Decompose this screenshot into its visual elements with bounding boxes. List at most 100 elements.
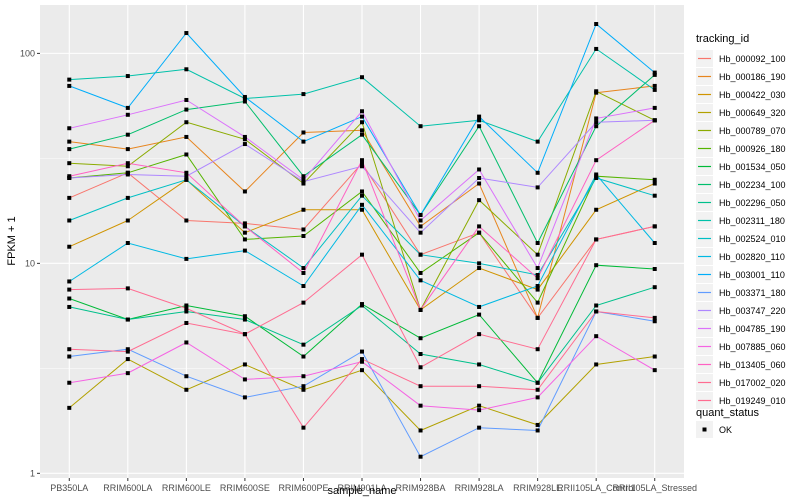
legend-label: Hb_000789_070	[719, 126, 786, 136]
data-point	[67, 347, 72, 352]
data-point	[242, 134, 247, 139]
data-point	[652, 224, 657, 229]
data-point	[301, 266, 306, 271]
data-point	[184, 320, 189, 325]
data-point	[184, 387, 189, 392]
data-point	[535, 276, 540, 281]
data-point	[535, 387, 540, 392]
data-point	[67, 304, 72, 309]
data-point	[535, 428, 540, 433]
x-tick-label: RRIM928LA	[455, 483, 504, 493]
y-tick-label: 10	[25, 258, 35, 268]
data-point	[477, 408, 482, 413]
data-point	[360, 202, 364, 207]
data-point	[652, 368, 657, 373]
data-point	[477, 118, 482, 123]
x-axis: PB350LA RRIM600LA RRIM600LE RRIM600SE RRIM60…	[50, 478, 697, 493]
data-point	[184, 67, 189, 72]
legend-label: Hb_000092_100	[719, 54, 786, 64]
data-point	[535, 315, 540, 320]
data-point	[301, 130, 306, 135]
legend-label: Hb_002820_110	[719, 252, 785, 262]
data-point	[184, 134, 189, 139]
data-point	[67, 380, 72, 385]
legend-label: Hb_000926_180	[719, 144, 786, 154]
x-tick-label: PB350LA	[50, 483, 88, 493]
data-point	[242, 142, 247, 147]
data-point	[535, 284, 540, 289]
data-point	[360, 303, 364, 308]
data-point	[360, 114, 364, 119]
data-point	[594, 22, 599, 27]
data-point	[67, 405, 72, 410]
data-point	[477, 304, 482, 309]
legend-label: Hb_000186_190	[719, 72, 786, 82]
data-point	[594, 116, 599, 121]
data-point	[418, 352, 423, 357]
y-tick-label: 1	[30, 468, 35, 478]
data-point	[125, 74, 130, 79]
data-point	[242, 377, 247, 382]
data-point	[535, 347, 540, 352]
legend-title: tracking_id	[696, 33, 749, 45]
data-point	[652, 193, 657, 198]
data-point	[360, 349, 364, 354]
data-point	[594, 362, 599, 367]
data-point	[125, 241, 130, 246]
data-point	[594, 124, 599, 129]
data-point	[67, 83, 72, 88]
data-point	[594, 207, 599, 212]
data-point	[652, 354, 657, 359]
x-tick-label: RRIM600PE	[278, 483, 328, 493]
data-point	[67, 218, 72, 223]
data-point	[184, 256, 189, 261]
data-point	[477, 384, 482, 389]
data-point	[242, 362, 247, 367]
legend-label: Hb_000649_320	[719, 108, 786, 118]
legend-label: Hb_002311_180	[719, 216, 785, 226]
data-point	[125, 347, 130, 352]
data-point	[477, 175, 482, 180]
legend-label: Hb_002234_100	[719, 180, 786, 190]
data-point	[67, 147, 72, 152]
data-point	[652, 241, 657, 246]
legend: tracking_id Hb_000092_100 Hb_000186_190 Hb…	[696, 33, 786, 438]
data-point	[125, 286, 130, 291]
data-point	[184, 31, 189, 36]
data-point	[594, 263, 599, 268]
data-point	[301, 227, 306, 232]
data-point	[418, 365, 423, 370]
data-point	[242, 137, 247, 142]
x-tick-label: RRIM600LE	[162, 483, 211, 493]
data-point	[652, 105, 657, 110]
data-point	[242, 237, 247, 242]
data-point	[301, 92, 306, 97]
data-point	[477, 362, 482, 367]
data-point	[301, 233, 306, 238]
data-point	[418, 403, 423, 408]
data-point	[477, 403, 482, 408]
data-point	[125, 172, 130, 177]
data-point	[652, 319, 657, 324]
data-point	[67, 244, 72, 249]
data-point	[301, 300, 306, 305]
data-point	[652, 315, 657, 320]
data-point	[242, 224, 247, 229]
data-point	[418, 336, 423, 341]
x-tick-label: RRIM928BA	[396, 483, 446, 493]
data-point	[242, 94, 247, 99]
data-point	[360, 252, 364, 257]
legend-label: Hb_001534_050	[719, 162, 786, 172]
data-point	[535, 252, 540, 257]
legend-label: Hb_007885_060	[719, 342, 786, 352]
legend-label: Hb_002524_010	[719, 234, 786, 244]
data-point	[594, 158, 599, 163]
data-point	[594, 46, 599, 51]
data-point	[67, 161, 72, 166]
legend-label: Hb_003747_220	[719, 306, 786, 316]
data-point	[535, 300, 540, 305]
data-point	[125, 105, 130, 110]
data-point	[594, 120, 599, 125]
data-point	[477, 312, 482, 317]
legend-label: Hb_017002_020	[719, 378, 786, 388]
